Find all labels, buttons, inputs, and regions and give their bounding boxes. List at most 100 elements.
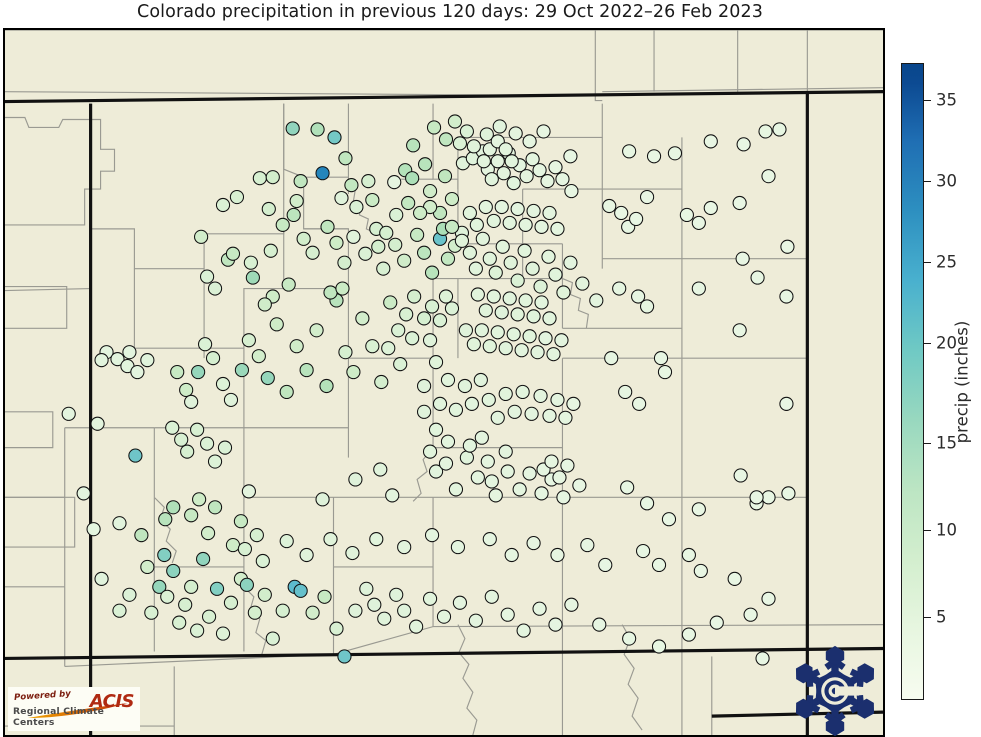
station-point[interactable] — [542, 408, 557, 423]
station-point[interactable] — [604, 351, 619, 366]
station-point[interactable] — [440, 434, 456, 449]
station-point[interactable] — [249, 528, 264, 543]
station-point[interactable] — [480, 454, 495, 469]
station-point[interactable] — [323, 285, 338, 300]
station-point[interactable] — [526, 309, 541, 324]
station-point[interactable] — [490, 325, 505, 340]
station-point[interactable] — [550, 547, 565, 563]
station-point[interactable] — [498, 341, 513, 356]
station-point[interactable] — [437, 169, 453, 184]
station-point[interactable] — [299, 547, 314, 563]
station-point[interactable] — [544, 454, 559, 469]
station-point[interactable] — [112, 603, 127, 618]
station-point[interactable] — [401, 195, 416, 211]
station-point[interactable] — [550, 221, 565, 236]
station-point[interactable] — [602, 198, 617, 214]
station-point[interactable] — [241, 484, 256, 499]
station-point[interactable] — [223, 595, 239, 610]
station-point[interactable] — [179, 382, 194, 398]
station-point[interactable] — [458, 323, 473, 338]
station-point[interactable] — [500, 464, 515, 479]
station-point[interactable] — [667, 146, 683, 161]
station-point[interactable] — [310, 122, 325, 137]
station-point[interactable] — [629, 211, 644, 227]
station-point[interactable] — [546, 347, 561, 362]
station-point[interactable] — [512, 482, 527, 497]
station-point[interactable] — [424, 528, 440, 543]
station-point[interactable] — [309, 323, 324, 338]
station-point[interactable] — [407, 289, 422, 304]
station-point[interactable] — [502, 291, 517, 306]
station-point[interactable] — [389, 587, 404, 602]
station-point[interactable] — [426, 120, 442, 135]
station-point[interactable] — [522, 134, 537, 149]
station-point[interactable] — [152, 579, 167, 594]
station-point[interactable] — [158, 512, 173, 527]
station-point[interactable] — [727, 571, 742, 586]
station-point[interactable] — [522, 329, 537, 344]
station-point[interactable] — [548, 617, 563, 632]
station-point[interactable] — [475, 231, 490, 246]
station-point[interactable] — [761, 169, 776, 184]
station-point[interactable] — [381, 341, 396, 356]
station-point[interactable] — [448, 402, 464, 417]
station-point[interactable] — [614, 205, 629, 221]
station-point[interactable] — [245, 270, 260, 285]
map-canvas[interactable] — [3, 28, 885, 737]
station-point[interactable] — [709, 615, 724, 630]
station-point[interactable] — [128, 448, 143, 463]
station-point[interactable] — [580, 537, 595, 553]
station-point[interactable] — [518, 293, 533, 308]
station-point[interactable] — [572, 478, 587, 493]
station-point[interactable] — [369, 532, 384, 547]
station-point[interactable] — [365, 192, 380, 208]
station-point[interactable] — [122, 345, 137, 360]
station-point[interactable] — [478, 303, 493, 318]
station-point[interactable] — [428, 464, 444, 479]
station-point[interactable] — [495, 239, 510, 254]
station-point[interactable] — [184, 508, 199, 523]
station-point[interactable] — [541, 249, 556, 264]
station-point[interactable] — [200, 526, 216, 541]
station-point[interactable] — [184, 579, 199, 594]
station-point[interactable] — [416, 245, 432, 260]
station-point[interactable] — [444, 191, 460, 207]
station-point[interactable] — [514, 343, 529, 358]
station-point[interactable] — [94, 353, 109, 368]
station-point[interactable] — [448, 482, 464, 497]
station-point[interactable] — [416, 378, 432, 394]
station-point[interactable] — [405, 331, 420, 346]
station-point[interactable] — [691, 281, 706, 296]
station-point[interactable] — [379, 225, 394, 240]
station-point[interactable] — [502, 215, 517, 230]
station-point[interactable] — [199, 436, 215, 451]
station-point[interactable] — [498, 142, 513, 157]
station-point[interactable] — [416, 404, 432, 419]
station-point[interactable] — [780, 239, 795, 254]
station-point[interactable] — [486, 213, 501, 229]
station-point[interactable] — [703, 134, 718, 149]
station-point[interactable] — [761, 490, 776, 505]
station-point[interactable] — [320, 219, 335, 234]
station-point[interactable] — [530, 345, 545, 360]
station-point[interactable] — [359, 581, 374, 596]
station-point[interactable] — [194, 229, 209, 244]
station-point[interactable] — [422, 591, 438, 606]
station-point[interactable] — [681, 547, 696, 563]
station-point[interactable] — [338, 345, 353, 360]
station-point[interactable] — [736, 137, 751, 152]
station-point[interactable] — [305, 605, 320, 620]
station-point[interactable] — [542, 205, 557, 221]
station-point[interactable] — [346, 229, 361, 244]
station-point[interactable] — [315, 166, 330, 181]
station-point[interactable] — [533, 388, 548, 404]
station-point[interactable] — [494, 305, 509, 320]
station-point[interactable] — [589, 293, 604, 308]
station-point[interactable] — [534, 295, 549, 310]
station-point[interactable] — [209, 581, 225, 596]
station-point[interactable] — [377, 611, 392, 626]
station-point[interactable] — [526, 536, 541, 551]
station-point[interactable] — [462, 245, 477, 260]
station-point[interactable] — [452, 595, 468, 610]
station-point[interactable] — [575, 276, 590, 291]
